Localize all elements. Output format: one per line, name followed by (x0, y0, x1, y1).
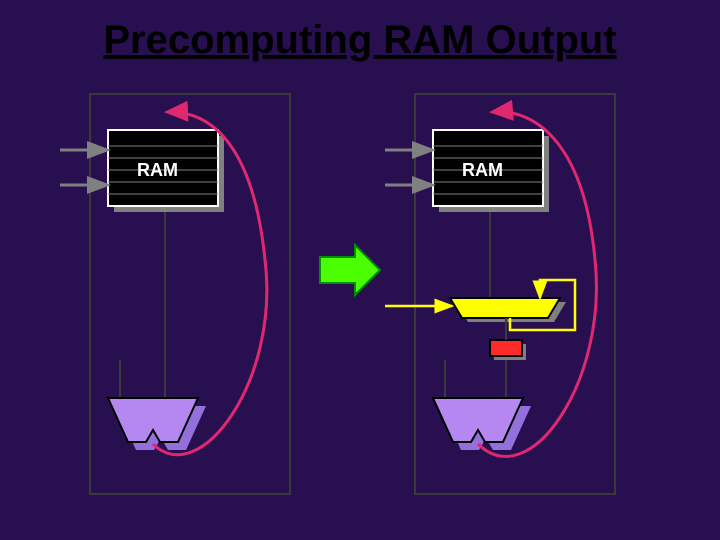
green-arrow-icon (320, 245, 380, 295)
transform-arrow (320, 245, 380, 295)
left-circuit: RAM (60, 94, 290, 494)
diagram-canvas: RAM RAM (0, 0, 720, 540)
ram-label-right: RAM (462, 160, 503, 180)
mux-body (450, 298, 560, 318)
right-circuit: RAM (385, 94, 615, 494)
ram-block-left: RAM (108, 130, 224, 212)
ram-block-right: RAM (433, 130, 549, 212)
mux-block (450, 298, 566, 322)
reg-body (490, 340, 522, 356)
alu-left (108, 398, 206, 450)
alu-right (433, 398, 531, 450)
ram-label-left: RAM (137, 160, 178, 180)
register-block (490, 340, 526, 360)
